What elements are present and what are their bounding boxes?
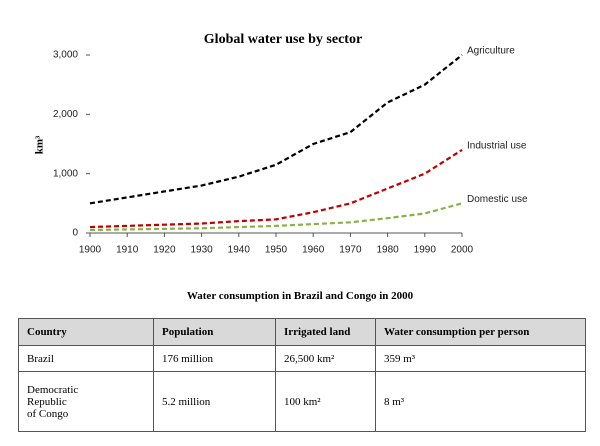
table-cell: Brazil bbox=[18, 345, 154, 372]
table-cell: 5.2 million bbox=[153, 371, 276, 432]
table-cell: 176 million bbox=[153, 345, 276, 372]
table-cell: Water consumption per person bbox=[375, 318, 586, 346]
table: Country Population Irrigated land Water con… bbox=[18, 318, 586, 432]
table-cell: 26,500 km² bbox=[275, 345, 376, 372]
y-tick-label: 0 bbox=[72, 228, 78, 239]
chart-title: Global water use by sector bbox=[204, 32, 362, 47]
series-line bbox=[89, 149, 463, 229]
table-row: Brazil 176 million 26,500 km² 359 m³ bbox=[18, 345, 586, 372]
x-tick-label: 1900 bbox=[79, 245, 102, 256]
cell-line: Republic bbox=[27, 395, 67, 408]
series-label: Domestic use bbox=[467, 194, 528, 205]
chart: Global water use by sector km³ 0 1,000 2,0… bbox=[34, 32, 528, 256]
x-tick-label: 1940 bbox=[228, 245, 251, 256]
y-tick-label: 2,000 bbox=[53, 109, 78, 120]
table-cell: 100 km² bbox=[275, 371, 376, 432]
x-tick-label: 1970 bbox=[339, 245, 362, 256]
x-tick-label: 1950 bbox=[265, 245, 288, 256]
series-label: Agriculture bbox=[467, 46, 515, 57]
x-tick-label: 1980 bbox=[376, 245, 399, 256]
x-tick-label: 2000 bbox=[451, 245, 474, 256]
y-axis-label: km³ bbox=[34, 135, 46, 154]
cell-line: Democratic bbox=[27, 383, 79, 396]
table-caption: Water consumption in Brazil and Congo in… bbox=[186, 290, 414, 302]
table-header-row: Country Population Irrigated land Water con… bbox=[18, 318, 586, 346]
series-label: Industrial use bbox=[467, 141, 527, 152]
y-tick-label: 3,000 bbox=[53, 50, 78, 61]
table-cell: Irrigated land bbox=[275, 318, 376, 346]
x-tick-label: 1930 bbox=[190, 245, 213, 256]
x-tick-label: 1910 bbox=[116, 245, 139, 256]
table-cell: 8 m³ bbox=[375, 371, 586, 432]
table-cell: Democratic Republic of Congo bbox=[18, 371, 154, 432]
table-row: Democratic Republic of Congo 5.2 million 100… bbox=[18, 371, 586, 432]
table-cell: Country bbox=[18, 318, 154, 346]
table-cell: 359 m³ bbox=[375, 345, 586, 372]
x-tick-label: 1920 bbox=[153, 245, 176, 256]
cell-line: of Congo bbox=[27, 407, 69, 420]
x-tick-label: 1990 bbox=[414, 245, 437, 256]
y-tick-label: 1,000 bbox=[53, 168, 78, 179]
x-tick-label: 1960 bbox=[302, 245, 325, 256]
table-cell: Population bbox=[153, 318, 276, 346]
series-line bbox=[89, 202, 463, 232]
